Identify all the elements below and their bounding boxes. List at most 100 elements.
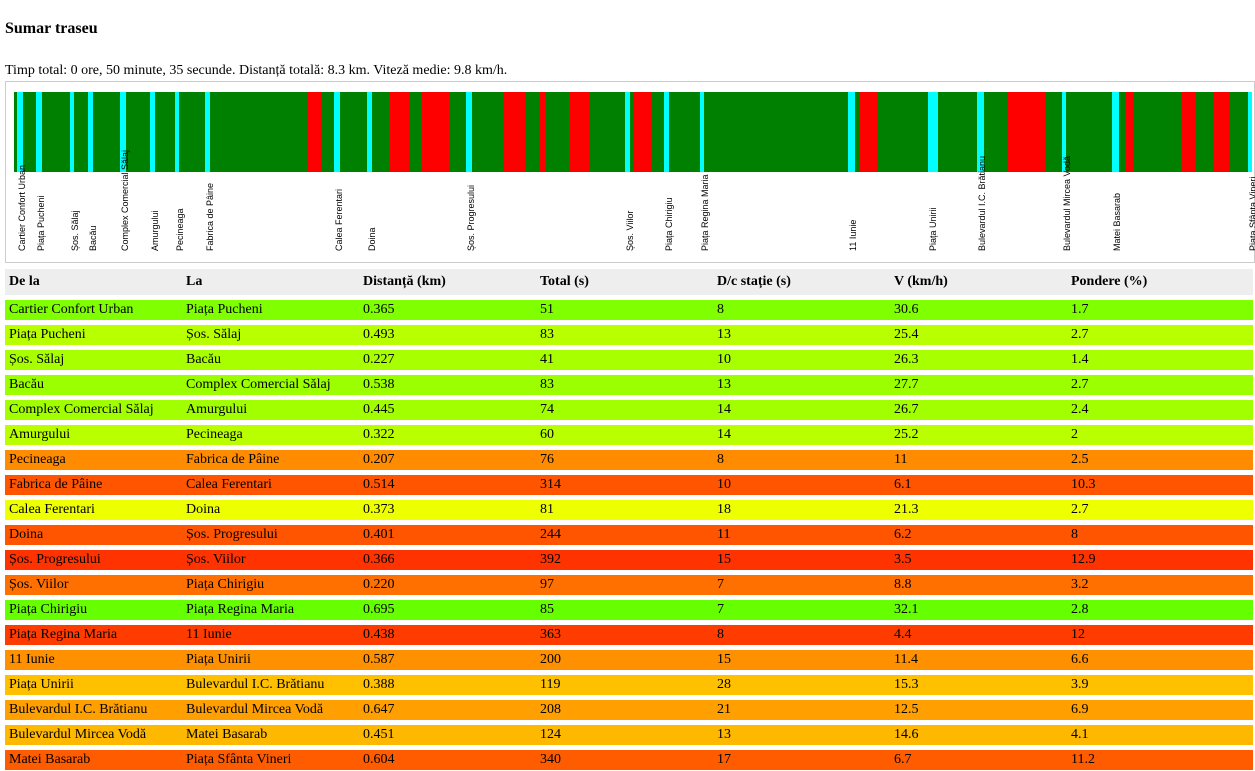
table-cell: Complex Comercial Sălaj (182, 370, 359, 398)
table-cell: Doina (5, 520, 182, 548)
table-row: Șos. Progresului Șos. Viilor 0.366 392 15 3.5… (5, 545, 1253, 573)
table-cell: 2.4 (1067, 395, 1253, 423)
table-cell: 119 (536, 670, 713, 698)
table-cell: 83 (536, 320, 713, 348)
table-cell: 0.207 (359, 445, 536, 473)
table-cell: 13 (713, 370, 890, 398)
table-cell: 83 (536, 370, 713, 398)
table-cell: Bacău (182, 345, 359, 373)
table-cell: 0.438 (359, 620, 536, 648)
table-cell: 41 (536, 345, 713, 373)
station-marker (17, 92, 23, 172)
table-cell: 0.445 (359, 395, 536, 423)
table-cell: Piața Pucheni (182, 295, 359, 323)
table-cell: 0.538 (359, 370, 536, 398)
table-cell: 15 (713, 645, 890, 673)
table-row: 11 Iunie Piața Unirii 0.587 200 15 11.4 6.6 (5, 645, 1253, 673)
slow-segment (859, 92, 877, 172)
table-cell: 74 (536, 395, 713, 423)
table-cell: 60 (536, 420, 713, 448)
table-cell: 13 (713, 320, 890, 348)
slow-segment (422, 92, 450, 172)
table-cell: Complex Comercial Sălaj (5, 395, 182, 423)
slow-segment (1126, 92, 1133, 172)
table-cell: Calea Ferentari (182, 470, 359, 498)
slow-segment (569, 92, 590, 172)
table-cell: 32.1 (890, 595, 1067, 623)
station-marker (150, 92, 155, 172)
table-cell: 363 (536, 620, 713, 648)
table-cell: 8 (713, 295, 890, 323)
table-cell: 0.493 (359, 320, 536, 348)
table-cell: 14 (713, 420, 890, 448)
table-cell: Bulevardul Mircea Vodă (182, 695, 359, 723)
table-cell: 0.514 (359, 470, 536, 498)
column-header: Distanță (km) (359, 269, 536, 298)
table-row: Piața Unirii Bulevardul I.C. Brătianu 0.38… (5, 670, 1253, 698)
table-cell: 97 (536, 570, 713, 598)
table-cell: Piața Unirii (5, 670, 182, 698)
table-cell: 6.6 (1067, 645, 1253, 673)
table-cell: Pecineaga (5, 445, 182, 473)
station-marker (334, 92, 340, 172)
table-cell: 11.4 (890, 645, 1067, 673)
table-cell: 314 (536, 470, 713, 498)
slow-segment (390, 92, 409, 172)
station-marker (36, 92, 42, 172)
station-marker (848, 92, 855, 172)
table-cell: 81 (536, 495, 713, 523)
table-cell: Piața Regina Maria (5, 620, 182, 648)
table-cell: Matei Basarab (182, 720, 359, 748)
table-cell: 11 (890, 445, 1067, 473)
station-marker (1062, 92, 1066, 172)
table-cell: Bulevardul I.C. Brătianu (5, 695, 182, 723)
table-body: Cartier Confort Urban Piața Pucheni 0.365 5… (5, 295, 1253, 770)
table-cell: 12.9 (1067, 545, 1253, 573)
table-cell: 7 (713, 570, 890, 598)
slow-segment (1214, 92, 1229, 172)
slow-segment (503, 92, 525, 172)
table-cell: 25.4 (890, 320, 1067, 348)
table-cell: 13 (713, 720, 890, 748)
table-cell: Șos. Progresului (5, 545, 182, 573)
station-marker (70, 92, 74, 172)
table-cell: 15.3 (890, 670, 1067, 698)
column-header: V (km/h) (890, 269, 1067, 298)
table-cell: Piața Chirigiu (5, 595, 182, 623)
table-cell: 200 (536, 645, 713, 673)
slow-segment (540, 92, 546, 172)
table-cell: 0.227 (359, 345, 536, 373)
table-cell: Cartier Confort Urban (5, 295, 182, 323)
table-cell: Piața Sfânta Vineri (182, 745, 359, 770)
column-header: D/c stație (s) (713, 269, 890, 298)
table-cell: 0.695 (359, 595, 536, 623)
table-row: Doina Șos. Progresului 0.401 244 11 6.2 8 (5, 520, 1253, 548)
slow-segment (634, 92, 651, 172)
table-cell: 0.451 (359, 720, 536, 748)
table-cell: Șos. Progresului (182, 520, 359, 548)
table-cell: Piața Unirii (182, 645, 359, 673)
table-cell: 12.5 (890, 695, 1067, 723)
column-header: De la (5, 269, 182, 298)
table-cell: Piața Pucheni (5, 320, 182, 348)
table-row: Bulevardul Mircea Vodă Matei Basarab 0.451… (5, 720, 1253, 748)
segments-table: De la La Distanță (km) Total (s) D/c stație … (5, 269, 1253, 770)
table-cell: 6.7 (890, 745, 1067, 770)
table-row: Pecineaga Fabrica de Pâine 0.207 76 8 11 2.5 (5, 445, 1253, 473)
table-cell: Bulevardul Mircea Vodă (5, 720, 182, 748)
table-cell: Piața Regina Maria (182, 595, 359, 623)
table-cell: 26.7 (890, 395, 1067, 423)
table-cell: Șos. Sălaj (182, 320, 359, 348)
table-cell: 8 (713, 445, 890, 473)
slow-segment (1008, 92, 1046, 172)
station-marker (466, 92, 472, 172)
table-cell: 26.3 (890, 345, 1067, 373)
table-cell: 30.6 (890, 295, 1067, 323)
table-cell: 18 (713, 495, 890, 523)
table-cell: 2.8 (1067, 595, 1253, 623)
table-cell: 0.587 (359, 645, 536, 673)
table-row: Bacău Complex Comercial Sălaj 0.538 83 13 27.… (5, 370, 1253, 398)
table-row: Fabrica de Pâine Calea Ferentari 0.514 314 1… (5, 470, 1253, 498)
table-cell: 17 (713, 745, 890, 770)
table-cell: 0.604 (359, 745, 536, 770)
